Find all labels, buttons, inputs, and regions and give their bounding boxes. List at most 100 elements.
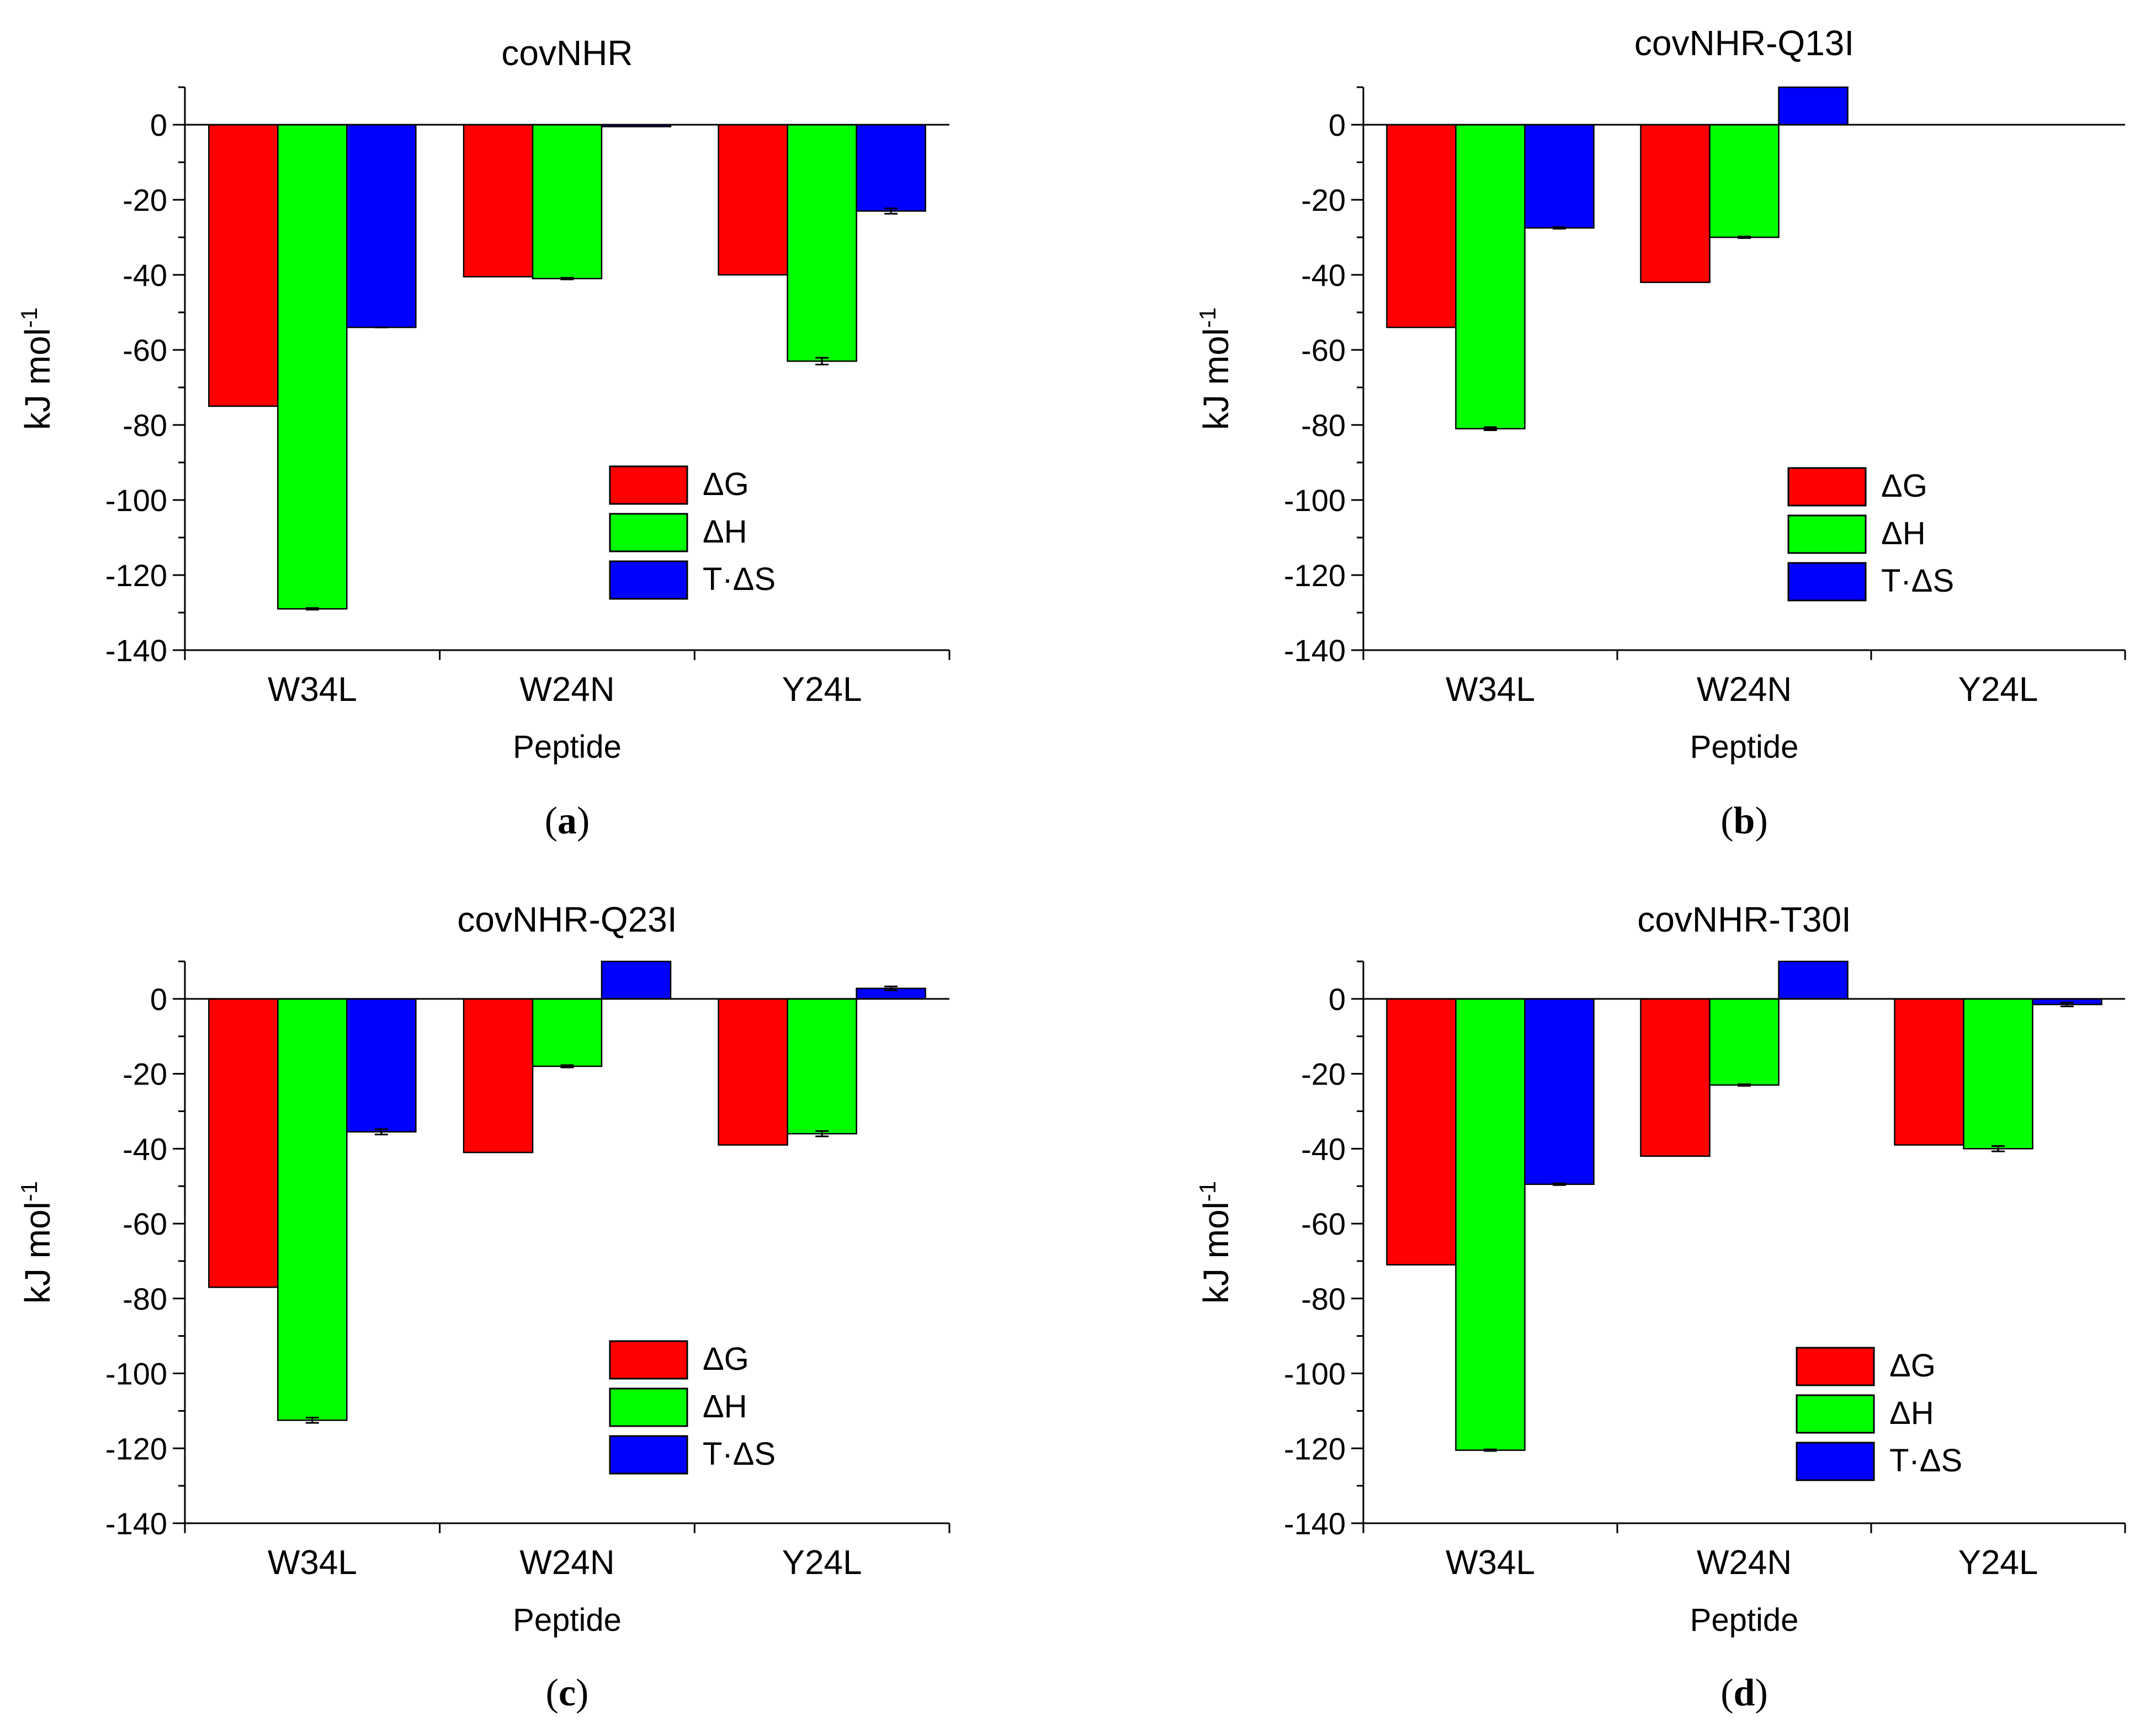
x-axis-label: Peptide <box>1690 1602 1799 1638</box>
y-tick-label: -140 <box>105 1506 167 1541</box>
bar-w34l-TdS <box>346 998 417 1133</box>
x-tick-label: W34L <box>268 671 357 709</box>
chart-panel-d: covNHR-T30I 0 -20 -40 -60 -80 -100 -120 -140 W34L… <box>1194 900 2126 1714</box>
chart-title: covNHR <box>501 33 633 73</box>
panel-label: (c) <box>546 1672 589 1714</box>
y-tick-label: -120 <box>1284 558 1346 593</box>
error-bar-y24l-dH <box>1992 1145 2005 1152</box>
bar-w34l-TdS <box>1524 124 1595 229</box>
bar-w24n-TdS <box>1778 960 1849 1000</box>
error-bar-w34l-dH <box>1484 1448 1497 1452</box>
legend-swatch-dH <box>609 1387 688 1427</box>
error-bar-w34l-dH <box>305 607 319 611</box>
y-tick-label: -20 <box>1301 183 1346 217</box>
bar-y24l-dH <box>787 998 857 1135</box>
chart-panel-a: covNHR 0 -20 -40 -60 -80 -100 -120 -140 W34L W24N Y… <box>16 33 950 842</box>
error-bar-w24n-dH <box>560 277 574 280</box>
x-axis-label: Peptide <box>513 729 622 765</box>
axes <box>173 86 950 660</box>
y-tick-label: -40 <box>1301 258 1346 293</box>
axes <box>173 960 950 1533</box>
legend-label-dG: ΔG <box>1881 468 1927 504</box>
panel-label: (b) <box>1720 800 1768 842</box>
legend: ΔG ΔH T·ΔS <box>1787 467 1954 602</box>
x-tick-label: W34L <box>268 1544 357 1582</box>
y-tick-label: -140 <box>105 633 167 668</box>
y-tick-label: 0 <box>1329 982 1346 1017</box>
y-tick-label: -40 <box>123 258 167 293</box>
legend-label-dG: ΔG <box>703 1341 749 1377</box>
y-tick-label: -60 <box>123 333 167 368</box>
legend-swatch-dG <box>609 1340 688 1380</box>
bar-w34l-dG <box>208 124 279 407</box>
y-tick-label: -100 <box>105 483 167 518</box>
panel-label: (a) <box>545 800 590 842</box>
bar-w24n-dG <box>463 998 534 1153</box>
x-tick-label: W24N <box>1697 671 1792 709</box>
bar-w34l-TdS <box>346 124 417 328</box>
y-tick-label: -100 <box>1284 483 1346 518</box>
legend-label-dG: ΔG <box>1889 1348 1936 1384</box>
y-tick-label: -140 <box>1284 633 1346 668</box>
y-tick-label: -80 <box>1301 408 1346 443</box>
y-tick-label: 0 <box>1329 108 1346 142</box>
y-axis-label: kJ mol-1 <box>16 307 58 430</box>
bar-y24l-dH <box>787 124 857 362</box>
bar-w34l-TdS <box>1524 998 1595 1185</box>
error-bar-y24l-dH <box>815 1130 829 1137</box>
y-axis-label: kJ mol-1 <box>1194 1181 1236 1304</box>
legend-swatch-dG <box>1787 467 1867 507</box>
bar-w34l-dH <box>1455 998 1526 1451</box>
bar-w24n-TdS <box>601 960 672 1000</box>
x-tick-label: W24N <box>1697 1544 1792 1582</box>
error-bar-w34l-TdS <box>1553 1182 1566 1186</box>
legend-swatch-dG <box>609 465 688 505</box>
panel-label: (d) <box>1720 1672 1768 1714</box>
y-tick-label: -140 <box>1284 1506 1346 1541</box>
legend-swatch-dG <box>1796 1347 1875 1386</box>
legend: ΔG ΔH T·ΔS <box>609 1340 776 1475</box>
bar-w24n-dH <box>532 998 603 1067</box>
x-tick-label: Y24L <box>1958 1544 2038 1582</box>
y-tick-label: -80 <box>123 408 167 443</box>
error-bar-w24n-dH <box>1738 1083 1751 1087</box>
axes <box>1351 960 2126 1533</box>
chart-panel-c: covNHR-Q23I 0 -20 -40 -60 -80 -100 -120 -140 W34L… <box>16 900 950 1714</box>
bar-w24n-dH <box>1709 998 1780 1086</box>
axes <box>1351 86 2126 660</box>
legend-swatch-dH <box>609 513 688 552</box>
legend-label-TdS: T·ΔS <box>703 561 776 597</box>
bar-y24l-dG <box>1894 998 1964 1146</box>
error-bar-w24n-dH <box>560 1064 574 1068</box>
error-bar-y24l-TdS <box>884 208 898 215</box>
y-tick-label: -120 <box>105 1431 167 1466</box>
y-tick-label: -40 <box>1301 1131 1346 1166</box>
y-tick-label: -100 <box>105 1357 167 1391</box>
x-tick-label: W24N <box>519 671 614 709</box>
bar-w34l-dH <box>277 124 348 610</box>
y-tick-label: -60 <box>1301 333 1346 368</box>
y-tick-label: -80 <box>123 1282 167 1316</box>
bar-w34l-dH <box>277 998 348 1421</box>
legend-label-TdS: T·ΔS <box>703 1436 776 1472</box>
bar-y24l-dG <box>718 998 788 1146</box>
legend-swatch-TdS <box>1787 562 1867 602</box>
bar-y24l-dH <box>1963 998 2033 1150</box>
y-axis-label: kJ mol-1 <box>1194 307 1236 430</box>
bar-w34l-dG <box>1386 124 1457 328</box>
legend-label-dH: ΔH <box>703 1389 747 1424</box>
legend-swatch-TdS <box>1796 1442 1875 1481</box>
y-axis-label: kJ mol-1 <box>16 1181 58 1304</box>
legend-swatch-dH <box>1796 1394 1875 1434</box>
legend: ΔG ΔH T·ΔS <box>1796 1347 1962 1481</box>
bar-w24n-dH <box>532 124 603 280</box>
bar-w24n-dH <box>1709 124 1780 238</box>
y-tick-label: -120 <box>105 558 167 593</box>
y-tick-label: 0 <box>150 108 167 142</box>
error-bar-w34l-TdS <box>374 1128 388 1136</box>
y-tick-label: -20 <box>1301 1057 1346 1092</box>
y-tick-label: -120 <box>1284 1431 1346 1466</box>
y-tick-label: -100 <box>1284 1357 1346 1391</box>
chart-title: covNHR-Q23I <box>457 900 677 939</box>
legend-label-dH: ΔH <box>703 514 747 550</box>
